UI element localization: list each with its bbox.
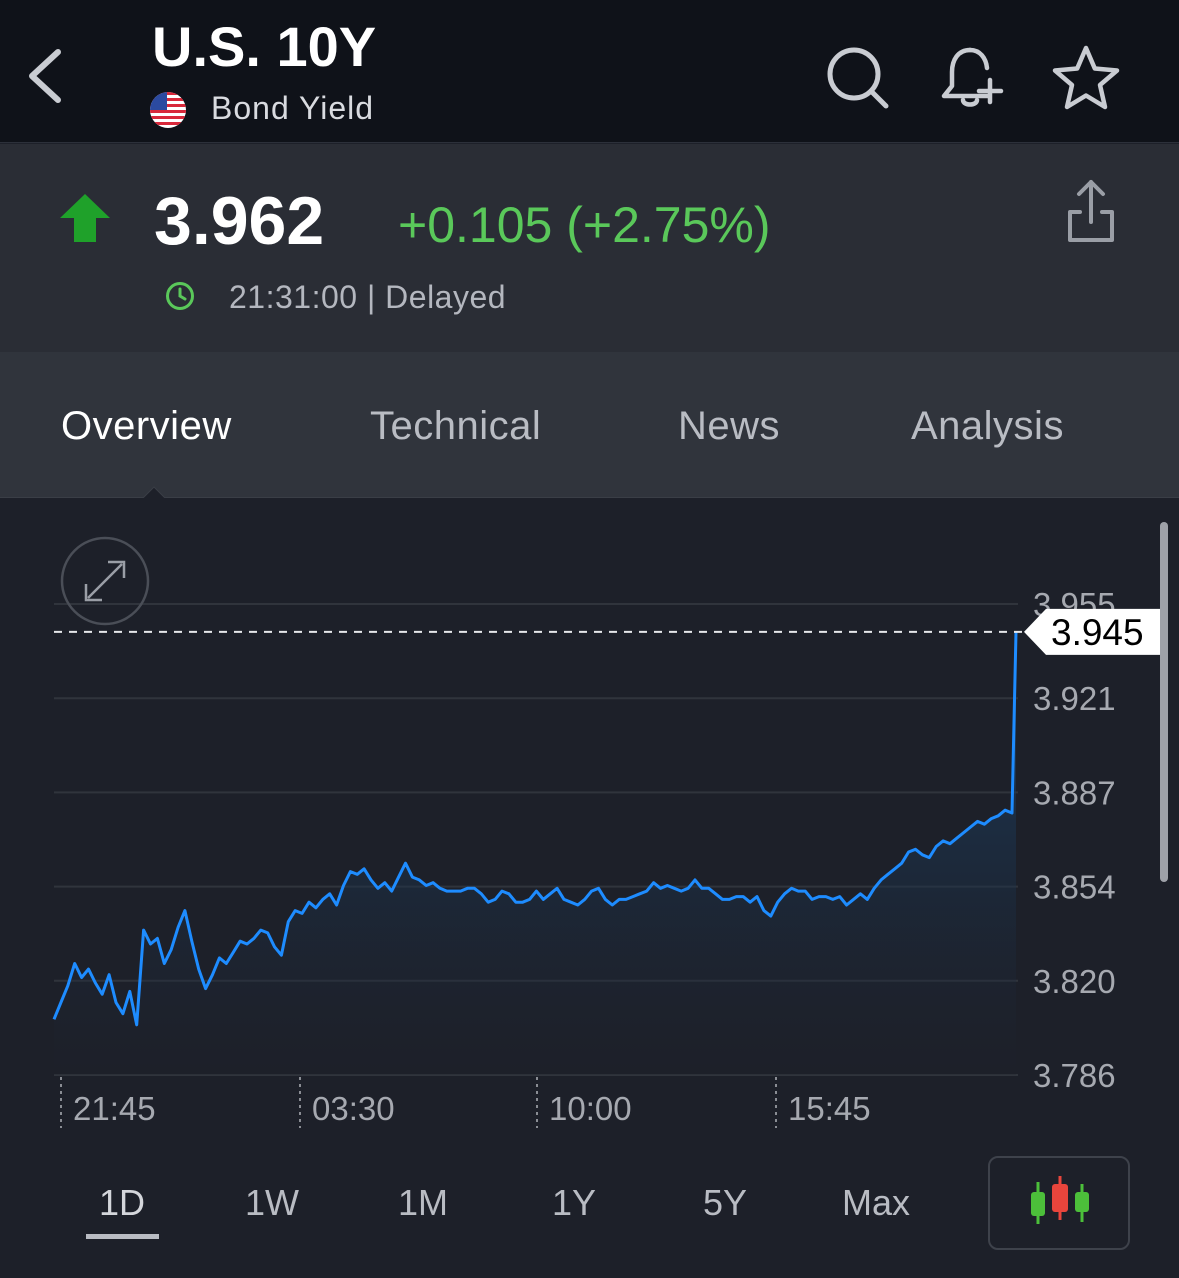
- price-change: +0.105 (+2.75%): [398, 197, 771, 253]
- x-tick-label: 10:00: [549, 1090, 632, 1127]
- y-tick-label: 3.854: [1033, 869, 1116, 906]
- us-flag-icon: [150, 92, 186, 128]
- chart-series-line: [52, 631, 1018, 1027]
- tab-analysis[interactable]: Analysis: [911, 404, 1064, 448]
- x-tick-label: 21:45: [73, 1090, 156, 1127]
- instrument-subtitle: Bond Yield: [211, 90, 375, 126]
- back-chevron-icon[interactable]: [20, 40, 80, 112]
- y-tick-label: 3.820: [1033, 963, 1116, 1000]
- page-title: U.S. 10Y: [152, 15, 377, 78]
- range-selector: 1D 1W 1M 1Y 5Y Max: [0, 1138, 1179, 1278]
- expand-chart-icon[interactable]: [60, 536, 150, 626]
- chart-type-button[interactable]: [988, 1156, 1130, 1250]
- quote-time: 21:31:00 | Delayed: [229, 279, 507, 315]
- x-tick-label: 03:30: [312, 1090, 395, 1127]
- range-max[interactable]: Max: [841, 1182, 910, 1223]
- search-icon[interactable]: [822, 42, 894, 114]
- tab-overview[interactable]: Overview: [61, 404, 232, 448]
- range-5y[interactable]: 5Y: [702, 1182, 748, 1223]
- active-range-underline: [86, 1234, 159, 1239]
- star-icon[interactable]: [1050, 42, 1122, 114]
- chart-area-fill: [54, 631, 1016, 1075]
- tab-news[interactable]: News: [678, 404, 781, 448]
- price-chart[interactable]: 21:45 03:30 10:00 15:45 3.955 3.921 3.887 3.85…: [0, 498, 1179, 1138]
- range-1d[interactable]: 1D: [98, 1182, 146, 1223]
- top-bar: U.S. 10Y Bond Yield: [0, 0, 1179, 143]
- quote-panel: 3.962 +0.105 (+2.75%) 21:31:00 | Delayed: [0, 144, 1179, 352]
- chart-scrollbar[interactable]: [1160, 522, 1168, 882]
- tab-technical[interactable]: Technical: [370, 404, 542, 448]
- bell-plus-icon[interactable]: [936, 42, 1008, 114]
- share-icon[interactable]: [1060, 178, 1122, 244]
- y-tick-label: 3.786: [1033, 1057, 1116, 1094]
- current-value-tag: 3.945: [1024, 608, 1162, 655]
- range-1y[interactable]: 1Y: [551, 1182, 597, 1223]
- current-value-label: 3.945: [1051, 612, 1144, 653]
- candlestick-icon: [1031, 1176, 1089, 1224]
- up-arrow-icon: [60, 194, 110, 242]
- x-tick-label: 15:45: [788, 1090, 871, 1127]
- y-tick-label: 3.921: [1033, 680, 1116, 717]
- y-tick-label: 3.887: [1033, 774, 1116, 811]
- clock-icon: [166, 282, 194, 310]
- range-1m[interactable]: 1M: [397, 1182, 448, 1223]
- tab-bar: Overview Technical News Analysis: [0, 352, 1179, 498]
- range-1w[interactable]: 1W: [245, 1182, 299, 1223]
- last-price: 3.962: [154, 183, 325, 259]
- active-tab-indicator: [141, 486, 167, 500]
- chart-canvas[interactable]: 21:45 03:30 10:00 15:45 3.9553.9213.8873.85…: [0, 498, 1179, 1138]
